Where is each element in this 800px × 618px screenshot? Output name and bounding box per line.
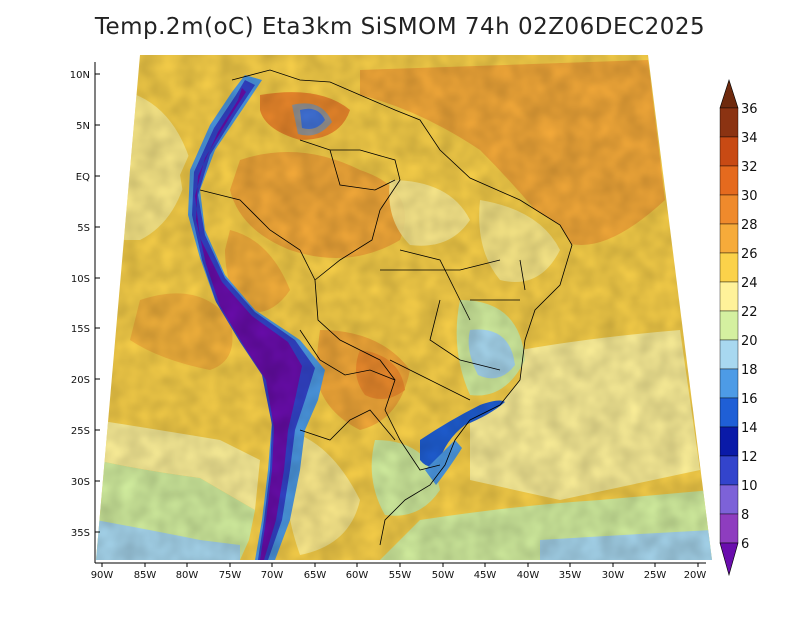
colorbar-segment-18 — [719, 368, 739, 399]
lon-label: 85W — [134, 570, 157, 581]
bolivia-border — [299, 329, 396, 381]
colorbar-label: 8 — [741, 508, 749, 523]
lat-label: 5S — [77, 223, 90, 234]
colorbar-segment-8 — [719, 513, 739, 544]
brazil-states — [329, 149, 526, 401]
colorbar-label: 20 — [741, 334, 758, 349]
lat-label: 25S — [71, 426, 90, 437]
lat-label: 35S — [71, 528, 90, 539]
lat-label: 10N — [70, 70, 90, 81]
colorbar-label: 22 — [741, 305, 758, 320]
colorbar-segment-24 — [719, 281, 739, 312]
lon-label: 75W — [219, 570, 242, 581]
colorbar-label: 14 — [741, 421, 758, 436]
lat-label: 15S — [71, 324, 90, 335]
longitude-axis: 90W 85W 80W 75W 70W 65W 60W 55W 50W 45W … — [91, 563, 707, 581]
colorbar-label: 36 — [741, 102, 758, 117]
colorbar-segment-14 — [719, 426, 739, 457]
lon-label: 50W — [432, 570, 455, 581]
colorbar-bottom-arrow — [719, 542, 739, 577]
lon-label: 20W — [684, 570, 707, 581]
country-borders — [199, 69, 573, 546]
colorbar-segment-12 — [719, 455, 739, 486]
lon-label: 55W — [389, 570, 412, 581]
lon-label: 65W — [304, 570, 327, 581]
lon-label: 60W — [346, 570, 369, 581]
lat-label: EQ — [76, 172, 90, 183]
lon-label: 30W — [602, 570, 625, 581]
lon-label: 80W — [176, 570, 199, 581]
latitude-axis: 10N 5N EQ 5S 10S 15S 20S 25S 30S 35S — [70, 70, 100, 539]
colorbar-segment-10 — [719, 484, 739, 515]
lon-label: 90W — [91, 570, 114, 581]
peru-border — [199, 189, 316, 281]
colorbar-label: 34 — [741, 131, 758, 146]
colorbar-label: 18 — [741, 363, 758, 378]
lon-label: 40W — [517, 570, 540, 581]
lon-label: 25W — [644, 570, 667, 581]
lat-label: 30S — [71, 477, 90, 488]
argentina-border — [299, 409, 396, 441]
lon-label: 45W — [474, 570, 497, 581]
colorbar-segment-32 — [719, 165, 739, 196]
colorbar-label: 28 — [741, 218, 758, 233]
field-texture — [96, 55, 712, 560]
colorbar: 36 34 32 30 28 26 24 22 20 18 16 14 12 1… — [719, 79, 758, 577]
colorbar-top-arrow — [719, 79, 739, 109]
colorbar-segment-20 — [719, 339, 739, 370]
colorbar-label: 32 — [741, 160, 758, 175]
colorbar-segment-34 — [719, 136, 739, 167]
colorbar-label: 6 — [741, 537, 749, 552]
colorbar-label: 16 — [741, 392, 758, 407]
colorbar-segment-30 — [719, 194, 739, 225]
map-title: Temp.2m(oC) Eta3km SiSMOM 74h 02Z06DEC20… — [94, 14, 706, 40]
map-domain — [96, 55, 712, 560]
colorbar-segment-26 — [719, 252, 739, 283]
lat-label: 5N — [76, 121, 90, 132]
coastline — [231, 69, 573, 546]
colorbar-label: 26 — [741, 247, 758, 262]
lon-label: 35W — [559, 570, 582, 581]
colorbar-label: 10 — [741, 479, 758, 494]
lat-label: 10S — [71, 274, 90, 285]
colorbar-segment-16 — [719, 397, 739, 428]
colorbar-segment-22 — [719, 310, 739, 341]
lon-label: 70W — [261, 570, 284, 581]
colorbar-label: 24 — [741, 276, 758, 291]
colorbar-label: 12 — [741, 450, 758, 465]
lat-label: 20S — [71, 375, 90, 386]
colorbar-segment-28 — [719, 223, 739, 254]
colorbar-label: 30 — [741, 189, 758, 204]
colorbar-segment-36 — [719, 107, 739, 138]
